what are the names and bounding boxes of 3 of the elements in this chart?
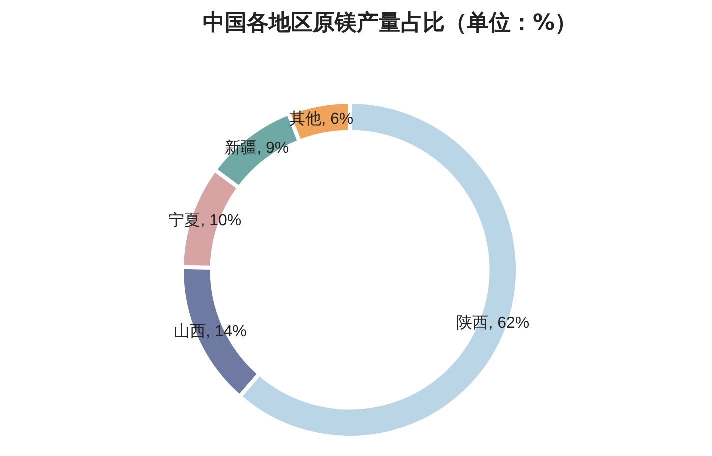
slice-label: 宁夏, 10% <box>168 211 242 230</box>
chart-title: 中国各地区原镁产量占比（单位：%） <box>202 10 578 38</box>
slice-label: 陕西, 62% <box>456 314 530 332</box>
